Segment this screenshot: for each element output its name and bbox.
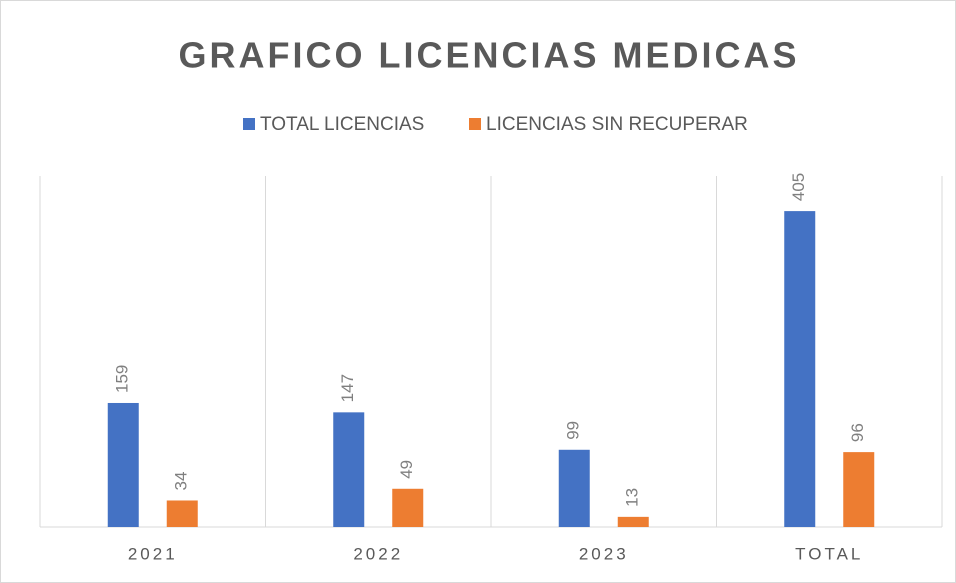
x-tick-label: TOTAL xyxy=(795,544,863,563)
data-label: 49 xyxy=(397,460,416,479)
legend-swatch xyxy=(469,118,481,130)
bar xyxy=(558,449,590,527)
data-label: 147 xyxy=(338,374,357,402)
data-label: 405 xyxy=(789,173,808,201)
x-tick-label: 2023 xyxy=(579,544,629,563)
bar xyxy=(843,452,875,527)
bar xyxy=(166,500,198,527)
x-tick-label: 2022 xyxy=(353,544,403,563)
data-label: 99 xyxy=(564,421,583,440)
bar xyxy=(784,211,816,527)
data-label: 34 xyxy=(172,472,191,491)
data-label: 96 xyxy=(848,423,867,442)
bar xyxy=(333,412,365,527)
bar xyxy=(617,516,649,527)
legend-swatch xyxy=(243,118,255,130)
bar xyxy=(392,488,424,527)
chart-title: GRAFICO LICENCIAS MEDICAS xyxy=(178,35,799,76)
legend-label: LICENCIAS SIN RECUPERAR xyxy=(486,114,748,135)
x-tick-label: 2021 xyxy=(128,544,178,563)
data-label: 13 xyxy=(623,488,642,507)
bar xyxy=(107,402,139,527)
data-label: 159 xyxy=(113,365,132,393)
legend-label: TOTAL LICENCIAS xyxy=(260,114,424,135)
